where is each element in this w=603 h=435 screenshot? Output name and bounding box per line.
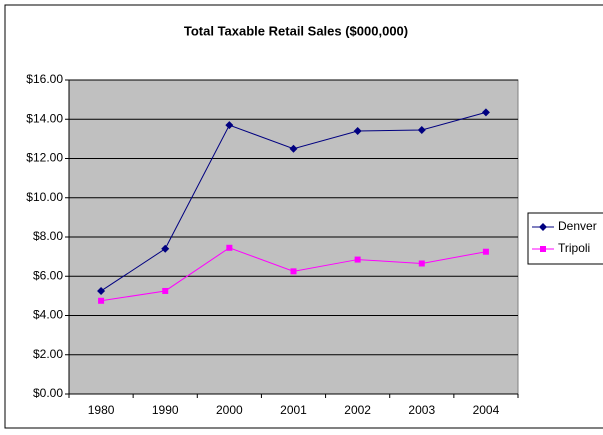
x-tick-label: 1990	[152, 403, 179, 417]
y-tick-label: $14.00	[26, 111, 63, 125]
y-tick-label: $6.00	[33, 268, 63, 282]
data-point	[98, 297, 105, 304]
data-point	[354, 256, 361, 263]
legend-box	[527, 212, 603, 265]
x-tick-label: 2004	[473, 403, 500, 417]
data-point	[290, 268, 297, 275]
y-tick-label: $10.00	[26, 190, 63, 204]
x-tick-label: 2000	[216, 403, 243, 417]
data-point	[97, 286, 106, 295]
y-tick-label: $12.00	[26, 151, 63, 165]
x-tick-label: 2001	[280, 403, 307, 417]
legend-marker	[540, 246, 546, 252]
data-point	[225, 121, 234, 130]
data-point	[482, 248, 489, 255]
y-tick-label: $8.00	[33, 229, 63, 243]
data-point	[289, 144, 298, 153]
data-point	[417, 126, 426, 135]
data-point	[161, 244, 170, 253]
data-point	[162, 287, 169, 294]
x-tick-label: 2003	[408, 403, 435, 417]
chart-title: Total Taxable Retail Sales ($000,000)	[184, 23, 408, 38]
data-point	[481, 108, 490, 117]
x-tick-label: 1980	[88, 403, 115, 417]
data-point	[418, 260, 425, 267]
data-point	[226, 244, 233, 251]
y-tick-label: $0.00	[33, 386, 63, 400]
y-tick-label: $4.00	[33, 308, 63, 322]
legend-marker	[539, 223, 547, 231]
y-tick-label: $16.00	[26, 72, 63, 86]
data-point	[353, 127, 362, 136]
x-tick-label: 2002	[344, 403, 371, 417]
y-tick-label: $2.00	[33, 347, 63, 361]
legend-label: Denver	[558, 219, 597, 233]
legend-label: Tripoli	[558, 241, 590, 255]
